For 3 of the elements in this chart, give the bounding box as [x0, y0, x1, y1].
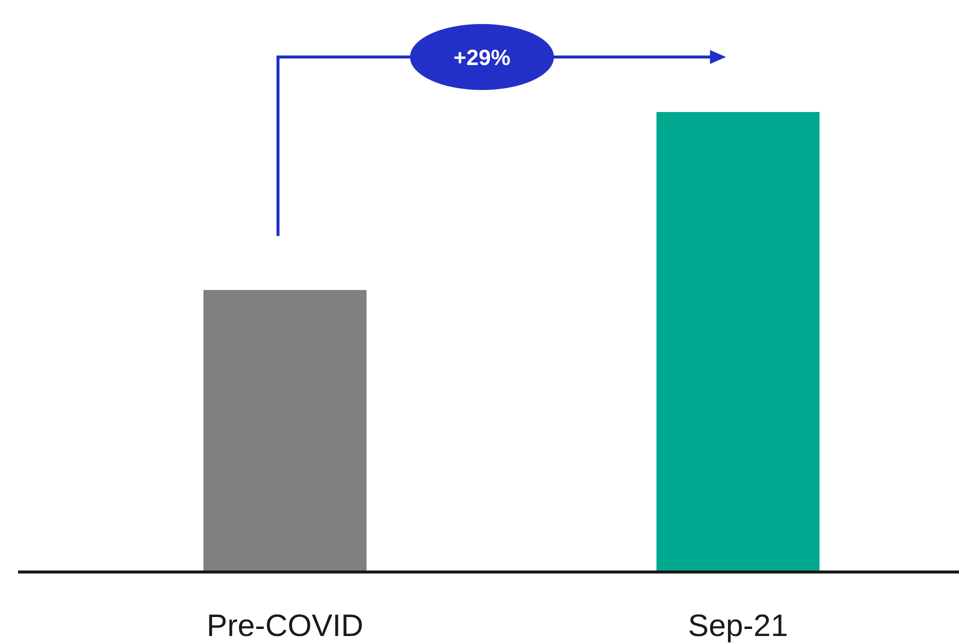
x-tick-label: Sep-21: [688, 608, 788, 643]
text: +29%: [454, 45, 510, 70]
x-tick-label: Pre-COVID: [206, 608, 364, 643]
